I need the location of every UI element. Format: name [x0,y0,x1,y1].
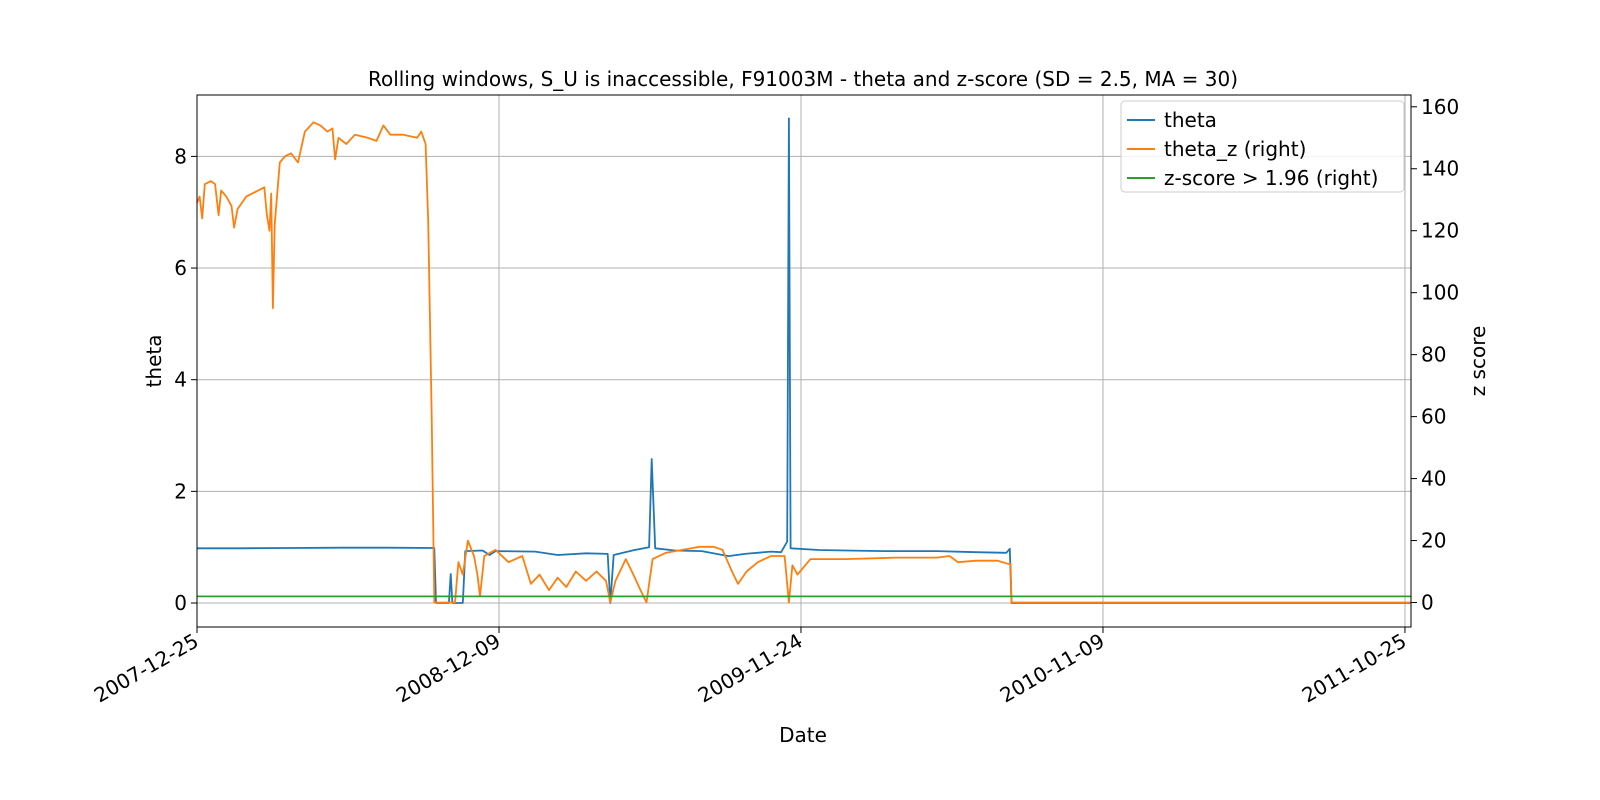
x-tick-label: 2010-11-09 [996,629,1109,708]
y-right-tick-label: 80 [1421,343,1446,367]
legend-box [1120,100,1405,193]
legend-item-theta: theta [1164,108,1217,132]
y-left-tick-label: 8 [174,144,187,168]
chart-title: Rolling windows, S_U is inaccessible, F9… [368,67,1238,91]
y-left-tick-label: 6 [174,256,187,280]
plot-series [196,117,1411,604]
y-right-tick-label: 20 [1421,529,1446,553]
y-left-tick-label: 0 [174,591,187,615]
y-left-tick-label: 4 [174,368,187,392]
y-right-tick-label: 120 [1421,219,1459,243]
y-right-axis-ticks: 0 20 40 60 80 100 120 140 160 [1411,95,1459,615]
x-tick-label: 2011-10-25 [1298,629,1411,708]
y-left-axis-ticks: 0 2 4 6 8 [174,144,197,615]
y-right-tick-label: 140 [1421,157,1459,181]
x-axis-ticks: 2007-12-25 2008-12-09 2009-11-24 2010-11-09… [90,627,1411,708]
legend-item-theta-z: theta_z (right) [1164,137,1306,161]
y-right-tick-label: 160 [1421,95,1459,119]
x-tick-label: 2009-11-24 [694,629,807,708]
y-right-tick-label: 0 [1421,591,1434,615]
y-right-tick-label: 100 [1421,281,1459,305]
x-axis-label: Date [779,723,827,747]
theta-z-line [196,121,1411,604]
legend: theta theta_z (right) z-score > 1.96 (righ… [1120,100,1405,193]
x-tick-label: 2007-12-25 [90,629,203,708]
y-right-axis-label: z score [1466,326,1490,397]
plot-frame [196,94,1412,628]
y-left-tick-label: 2 [174,479,187,503]
x-tick-label: 2008-12-09 [392,629,505,708]
legend-item-threshold: z-score > 1.96 (right) [1164,166,1378,190]
y-left-axis-label: theta [142,335,166,388]
y-right-tick-label: 40 [1421,467,1446,491]
y-right-tick-label: 60 [1421,405,1446,429]
